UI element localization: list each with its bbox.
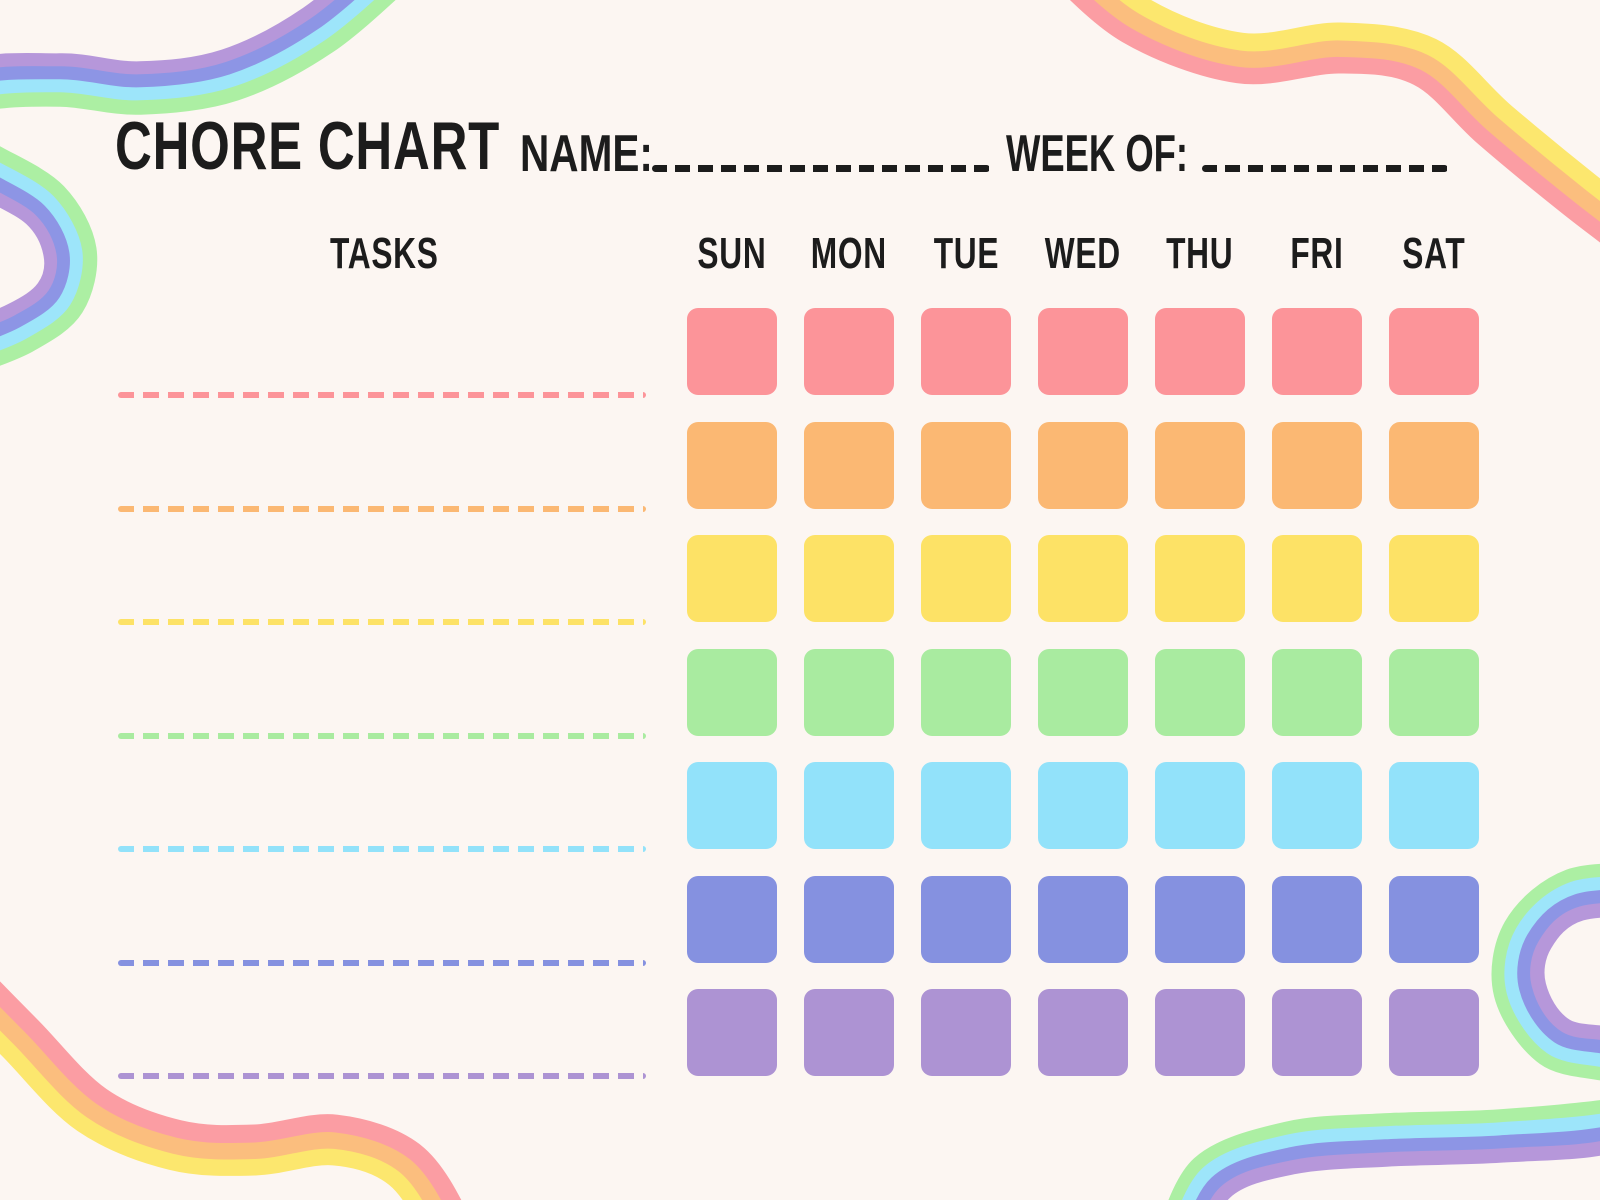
grid-cell-row7-fri[interactable] — [1272, 989, 1362, 1076]
grid-cell-row1-tue[interactable] — [921, 308, 1011, 395]
day-header-fri: FRI — [1290, 229, 1344, 278]
bottom-right-ribbon-band-2 — [1182, 877, 1600, 1200]
grid-cell-row7-sun[interactable] — [687, 989, 777, 1076]
grid-cell-row6-fri[interactable] — [1272, 875, 1362, 963]
grid-cell-row4-thu[interactable] — [1155, 648, 1245, 736]
grid-cell-row2-fri[interactable] — [1272, 421, 1362, 509]
top-right-ribbon-band-2 — [1094, 0, 1600, 222]
grid-cell-row5-fri[interactable] — [1272, 762, 1362, 849]
grid-cell-row5-wed[interactable] — [1038, 762, 1128, 849]
grid-cell-row2-wed[interactable] — [1038, 421, 1128, 509]
bottom-right-ribbon-band-4 — [1210, 903, 1600, 1200]
week-of-label: WEEK OF: — [1006, 125, 1188, 183]
day-header-sun: SUN — [697, 229, 767, 278]
day-header-sat: SAT — [1402, 229, 1466, 278]
task-input-line-1[interactable] — [118, 392, 646, 398]
grid-cell-row7-thu[interactable] — [1155, 989, 1245, 1076]
grid-cell-row1-wed[interactable] — [1038, 308, 1128, 395]
grid-cell-row6-tue[interactable] — [921, 875, 1011, 963]
bottom-left-ribbon-band-2 — [0, 1005, 443, 1200]
grid-cell-row2-thu[interactable] — [1155, 421, 1245, 509]
day-header-tue: TUE — [933, 229, 999, 278]
day-header-wed: WED — [1044, 229, 1122, 278]
top-left-ribbon-band-2 — [0, 0, 357, 338]
grid-cell-row3-wed[interactable] — [1038, 535, 1128, 622]
grid-cell-row3-tue[interactable] — [921, 535, 1011, 622]
grid-cell-row7-wed[interactable] — [1038, 989, 1128, 1076]
grid-cell-row6-mon[interactable] — [804, 875, 894, 963]
grid-cell-row3-mon[interactable] — [804, 535, 894, 622]
grid-cell-row5-thu[interactable] — [1155, 762, 1245, 849]
task-input-line-5[interactable] — [118, 846, 646, 852]
grid-cell-row1-thu[interactable] — [1155, 308, 1245, 395]
grid-cell-row1-sun[interactable] — [687, 308, 777, 395]
grid-cell-row1-fri[interactable] — [1272, 308, 1362, 395]
grid-cell-row1-sat[interactable] — [1389, 308, 1479, 395]
grid-cell-row4-mon[interactable] — [804, 648, 894, 736]
day-header-row: SUN MON TUE WED THU FRI SAT — [687, 232, 1479, 276]
grid-cell-row4-wed[interactable] — [1038, 648, 1128, 736]
task-input-line-4[interactable] — [118, 732, 646, 739]
grid-cell-row3-fri[interactable] — [1272, 535, 1362, 622]
grid-cell-row7-sat[interactable] — [1389, 989, 1479, 1076]
chore-grid — [687, 308, 1479, 1076]
bottom-left-ribbon-band-1 — [0, 1028, 424, 1200]
day-header-thu: THU — [1166, 229, 1234, 278]
grid-cell-row5-tue[interactable] — [921, 762, 1011, 849]
top-left-ribbon-band-4 — [0, 0, 396, 366]
day-header-mon: MON — [810, 229, 888, 278]
grid-cell-row2-sun[interactable] — [687, 421, 777, 509]
task-input-line-7[interactable] — [118, 1073, 646, 1079]
grid-cell-row4-sat[interactable] — [1389, 648, 1479, 736]
grid-cell-row2-sat[interactable] — [1389, 421, 1479, 509]
bottom-right-ribbon-band-1 — [1168, 863, 1600, 1200]
grid-cell-row5-mon[interactable] — [804, 762, 894, 849]
grid-cell-row5-sat[interactable] — [1389, 762, 1479, 849]
task-input-line-3[interactable] — [118, 619, 646, 625]
grid-cell-row3-sun[interactable] — [687, 535, 777, 622]
task-input-line-2[interactable] — [118, 505, 646, 512]
tasks-column-header: TASKS — [330, 229, 439, 278]
task-input-line-6[interactable] — [118, 959, 646, 966]
top-right-ribbon-band-1 — [1069, 0, 1600, 243]
grid-cell-row2-tue[interactable] — [921, 421, 1011, 509]
week-of-input-line[interactable] — [1202, 165, 1448, 172]
bottom-left-ribbon-band-3 — [0, 981, 462, 1200]
grid-cell-row6-wed[interactable] — [1038, 875, 1128, 963]
top-left-ribbon-band-3 — [0, 0, 377, 352]
grid-cell-row5-sun[interactable] — [687, 762, 777, 849]
grid-cell-row3-sat[interactable] — [1389, 535, 1479, 622]
grid-cell-row4-tue[interactable] — [921, 648, 1011, 736]
bottom-right-ribbon-band-3 — [1196, 890, 1600, 1200]
grid-cell-row6-sun[interactable] — [687, 875, 777, 963]
grid-cell-row4-sun[interactable] — [687, 648, 777, 736]
name-label: NAME: — [520, 125, 653, 183]
grid-cell-row3-thu[interactable] — [1155, 535, 1245, 622]
top-right-ribbon-band-3 — [1119, 0, 1600, 202]
grid-cell-row7-tue[interactable] — [921, 989, 1011, 1076]
name-input-line[interactable] — [652, 165, 990, 172]
grid-cell-row4-fri[interactable] — [1272, 648, 1362, 736]
grid-cell-row1-mon[interactable] — [804, 308, 894, 395]
grid-cell-row6-thu[interactable] — [1155, 875, 1245, 963]
grid-cell-row6-sat[interactable] — [1389, 875, 1479, 963]
page-title: CHORE CHART — [115, 108, 501, 184]
grid-cell-row7-mon[interactable] — [804, 989, 894, 1076]
grid-cell-row2-mon[interactable] — [804, 421, 894, 509]
top-left-ribbon-band-1 — [0, 0, 337, 324]
